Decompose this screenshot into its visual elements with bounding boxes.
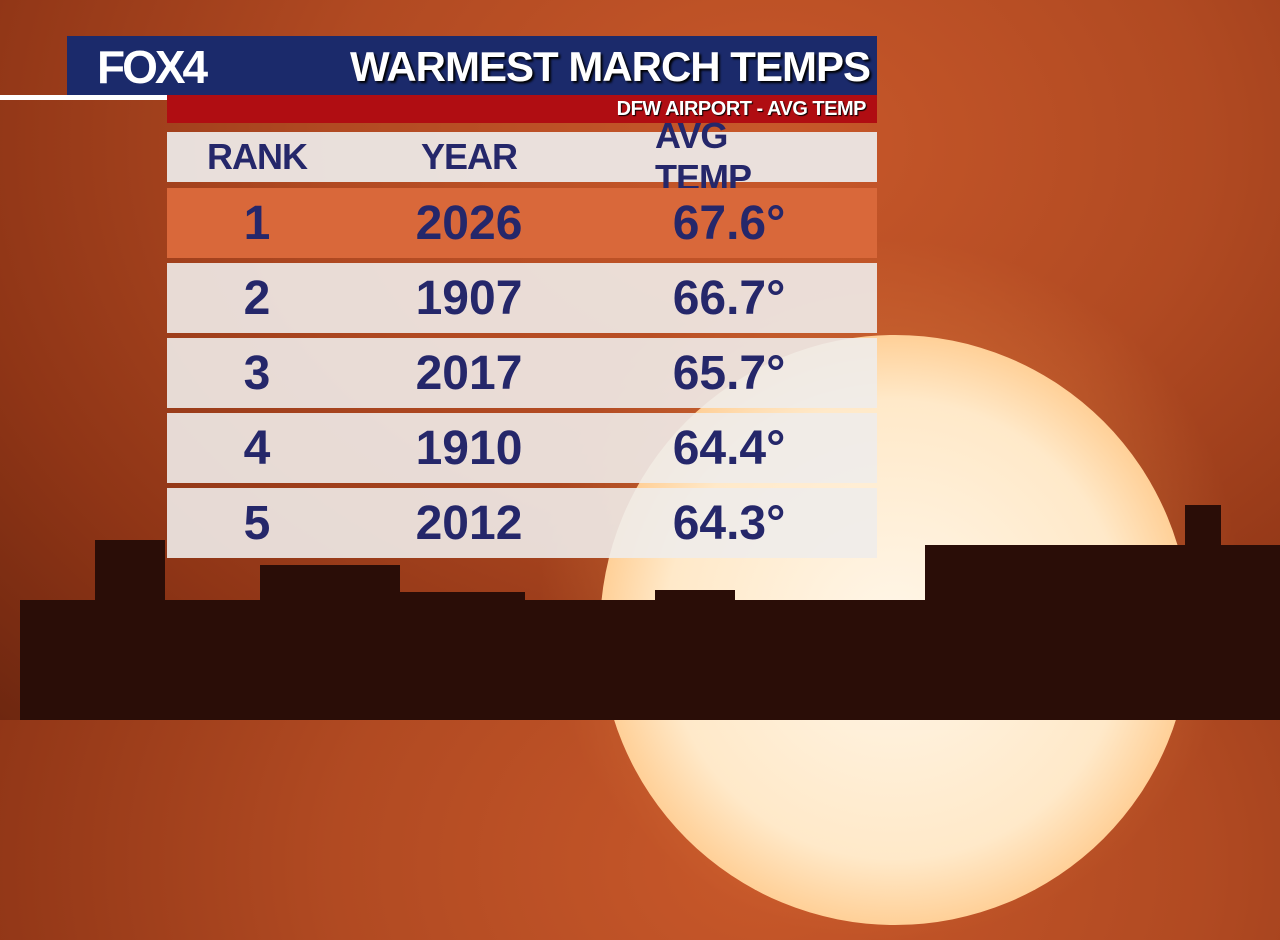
cell-year: 2012 bbox=[415, 496, 523, 550]
cell-rank: 1 bbox=[243, 196, 271, 250]
cell-avg-temp: 64.4° bbox=[672, 421, 786, 475]
table-row: 5 2012 64.3° bbox=[167, 488, 877, 558]
fox4-logo: FOX4 bbox=[97, 41, 208, 93]
subtitle-band bbox=[167, 95, 877, 123]
accent-line bbox=[0, 95, 167, 100]
cell-year: 1907 bbox=[415, 271, 523, 325]
column-header-avg-temp: AVG TEMP bbox=[655, 115, 752, 198]
table-row: 4 1910 64.4° bbox=[167, 413, 877, 483]
cell-year: 1910 bbox=[415, 421, 523, 475]
cell-year: 2017 bbox=[415, 346, 523, 400]
table-row: 3 2017 65.7° bbox=[167, 338, 877, 408]
cell-rank: 5 bbox=[243, 496, 271, 550]
table-row: 2 1907 66.7° bbox=[167, 263, 877, 333]
graphic-title: WARMEST MARCH TEMPS bbox=[350, 43, 871, 90]
header-band bbox=[67, 36, 877, 95]
cell-avg-temp: 65.7° bbox=[672, 346, 786, 400]
cell-rank: 2 bbox=[243, 271, 271, 325]
cell-avg-temp: 64.3° bbox=[672, 496, 786, 550]
table-header: RANK YEAR AVG TEMP bbox=[167, 115, 877, 198]
cell-avg-temp: 67.6° bbox=[672, 196, 786, 250]
cell-year: 2026 bbox=[415, 196, 523, 250]
graphic-subtitle: DFW AIRPORT - AVG TEMP bbox=[616, 98, 867, 120]
cell-rank: 3 bbox=[243, 346, 271, 400]
cell-avg-temp: 66.7° bbox=[672, 271, 786, 325]
column-header-year: YEAR bbox=[420, 136, 518, 177]
cell-rank: 4 bbox=[243, 421, 271, 475]
table-row: 1 2026 67.6° bbox=[167, 188, 877, 258]
column-header-rank: RANK bbox=[207, 136, 308, 177]
